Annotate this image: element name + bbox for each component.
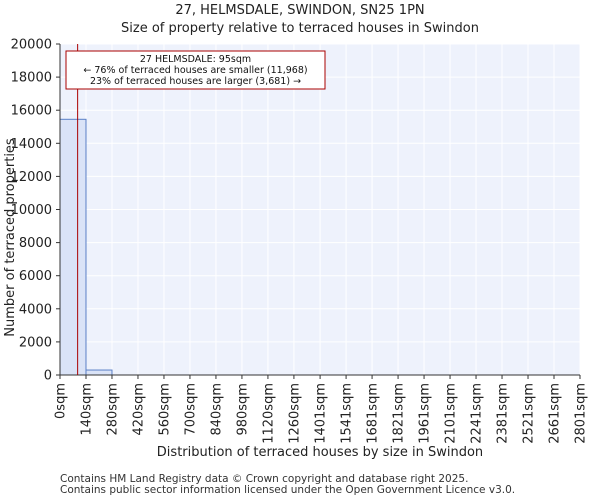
x-tick-label: 560sqm bbox=[157, 383, 172, 436]
y-tick-label: 12000 bbox=[11, 170, 52, 185]
y-tick-label: 18000 bbox=[11, 71, 52, 86]
x-tick-label: 1120sqm bbox=[261, 383, 276, 444]
bar-140sqm[interactable] bbox=[85, 369, 113, 376]
x-tick-label: 1681sqm bbox=[366, 383, 381, 444]
x-tick-label: 2381sqm bbox=[496, 383, 511, 444]
y-tick-label: 2000 bbox=[19, 335, 52, 350]
y-tick-label: 6000 bbox=[19, 269, 52, 284]
annotation-line-1: 27 HELMSDALE: 95sqm bbox=[140, 54, 251, 65]
x-tick-label: 2661sqm bbox=[548, 383, 563, 444]
bar-0sqm[interactable] bbox=[59, 118, 87, 376]
y-tick-label: 8000 bbox=[19, 236, 52, 251]
x-tick-label: 1260sqm bbox=[287, 383, 302, 444]
y-axis-label: Number of terraced properties bbox=[3, 138, 18, 337]
x-tick-label: 1821sqm bbox=[392, 383, 407, 444]
x-tick-label: 700sqm bbox=[183, 383, 198, 436]
annotation-line-3: 23% of terraced houses are larger (3,681… bbox=[90, 76, 301, 87]
x-tick-label: 840sqm bbox=[209, 383, 224, 436]
x-tick-label: 280sqm bbox=[105, 383, 120, 436]
x-tick-label: 140sqm bbox=[79, 383, 94, 436]
attribution-line-1: Contains HM Land Registry data © Crown c… bbox=[60, 473, 469, 485]
chart-subtitle: Size of property relative to terraced ho… bbox=[121, 21, 479, 36]
y-tick-label: 14000 bbox=[11, 137, 52, 152]
x-tick-label: 1961sqm bbox=[418, 383, 433, 444]
annotation-line-2: ← 76% of terraced houses are smaller (11… bbox=[83, 65, 307, 76]
y-tick-label: 16000 bbox=[11, 104, 52, 119]
x-tick-label: 2801sqm bbox=[574, 383, 589, 444]
annotation-box bbox=[65, 50, 326, 90]
y-tick-label: 10000 bbox=[11, 203, 52, 218]
y-tick-label: 20000 bbox=[11, 38, 52, 53]
y-tick-label: 4000 bbox=[19, 302, 52, 317]
attribution-line-2: Contains public sector information licen… bbox=[60, 484, 516, 496]
x-tick-label: 420sqm bbox=[131, 383, 146, 436]
x-tick-label: 2101sqm bbox=[444, 383, 459, 444]
x-tick-label: 1541sqm bbox=[340, 383, 355, 444]
x-tick-label: 2521sqm bbox=[522, 383, 537, 444]
y-tick-label: 0 bbox=[44, 369, 52, 384]
x-tick-label: 980sqm bbox=[235, 383, 250, 436]
x-tick-label: 2241sqm bbox=[470, 383, 485, 444]
x-axis-label: Distribution of terraced houses by size … bbox=[156, 445, 484, 460]
chart-title-address: 27, HELMSDALE, SWINDON, SN25 1PN bbox=[175, 3, 425, 18]
x-tick-label: 0sqm bbox=[54, 383, 69, 419]
x-tick-label: 1401sqm bbox=[314, 383, 329, 444]
